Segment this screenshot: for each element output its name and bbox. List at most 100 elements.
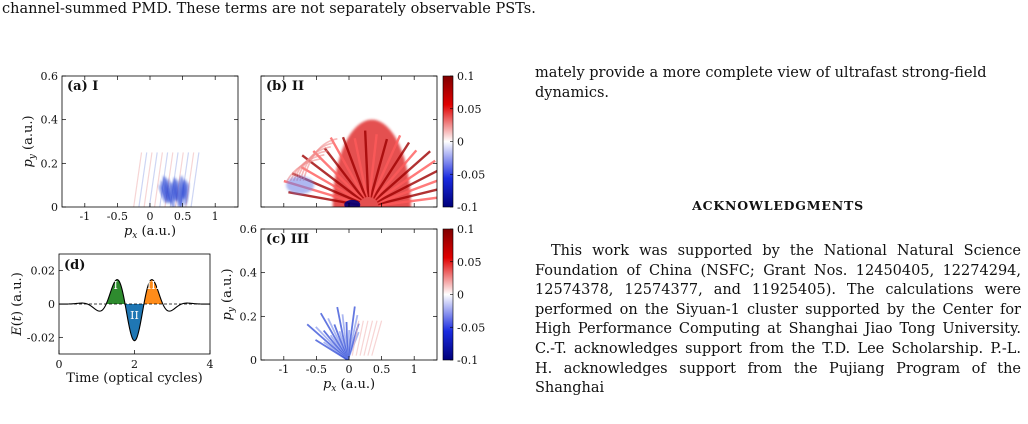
fringe-c-red [351,320,360,356]
lobe-a [179,175,184,207]
colorbar-tick-label: -0.1 [457,354,478,367]
fringe-c-red [371,320,383,356]
y-tick-label: 0.4 [41,114,59,127]
fringe-c-red [359,320,369,356]
x-tick-label: 4 [207,358,214,371]
x-tick-label: 2 [131,358,138,371]
x-tick-label: -1 [278,363,289,376]
fringe-c-red [363,320,374,356]
dark-spot-b [344,199,361,207]
y-axis-label: py (a.u.) [21,115,38,167]
y-axis-label: E(t) (a.u.) [10,272,25,337]
lobe-a [160,180,170,204]
y-axis-unit: (a.u.) [21,115,36,154]
panel-a-heatmap [133,152,200,207]
fringe-a [138,152,148,207]
colorbar-tick-label: -0.05 [457,168,485,181]
panel-c-heatmap [306,306,383,360]
fringe-b [374,150,431,201]
region-III-label: III [147,279,160,292]
region-I [106,279,126,304]
lobe-a [167,178,175,207]
y-axis-sub: y [28,153,38,160]
y-tick-label: 0 [48,298,55,311]
colorbar-tick-label: 0 [457,289,464,302]
panel-d-label: (d) [64,258,85,273]
x-axis-sub: x [331,384,336,394]
fringe-c-red [355,320,364,356]
x-axis-var: p [323,377,332,392]
y-axis-paren: ( [10,321,25,326]
arc-b [299,142,335,182]
fringe-b [312,150,363,201]
efield-curve [59,279,210,342]
right-column: mately provide a more complete view of u… [535,64,1021,103]
panel-b-heatmap [283,119,437,207]
x-tick-label: 0 [346,363,353,376]
x-tick-label: 1 [212,210,219,223]
y-axis-sub: y [227,306,237,313]
blue-spot-b [286,176,315,195]
fringe-b [369,138,389,198]
fringe-b [375,159,436,202]
fringe-c [315,339,349,360]
y-tick-label: 0.6 [240,223,258,236]
x-tick-label: 0.5 [373,363,391,376]
x-axis-unit: (a.u.) [336,377,375,392]
acknowledgments-heading: ACKNOWLEDGMENTS [692,198,864,213]
continuation-paragraph: mately provide a more complete view of u… [535,65,987,101]
x-tick-label: -0.5 [306,363,327,376]
colorbar-tick-label: 0.1 [457,70,475,83]
x-tick-label: 1 [411,363,418,376]
y-tick-label: -0.02 [27,331,55,344]
fringe-b [370,134,402,199]
colorbar-tick-label: 0 [457,136,464,149]
x-axis-label: Time (optical cycles) [66,371,202,386]
x-tick-label: 0 [147,210,154,223]
y-tick-label: 0.2 [240,310,258,323]
region-I-label: I [113,279,117,292]
caption-tail: channel-summed PMD. These terms are not … [2,1,536,17]
figure-axes: -1 -0.5 0 0.5 100.20.40.6(a) Ipy (a.u.)px (a… [10,70,485,394]
y-tick-label: 0 [250,354,257,367]
y-axis-t: t [10,315,25,321]
fringe-b [353,138,369,198]
fringe-b [373,149,418,200]
region-III [143,279,163,304]
region-II [125,304,144,341]
fringe-b [301,154,362,202]
colorbar-tick-label: 0.05 [457,256,482,269]
fringe-b [368,134,378,198]
y-tick-label: 0.2 [41,157,59,170]
x-tick-label: -0.5 [107,210,128,223]
x-tick-label: 0 [56,358,63,371]
panel-c-label: (c) III [266,232,309,247]
x-axis-unit: (a.u.) [137,224,176,239]
colorbar-tick-label: 0.1 [457,223,475,236]
fringe-a [190,152,200,207]
fringe-a [143,152,153,207]
fringe-b [377,179,437,205]
y-axis-var: p [21,159,36,168]
y-tick-label: 0.4 [240,267,258,280]
fringe-a [133,152,143,207]
y-axis-unit: (a.u.) [220,268,235,307]
y-axis-label: py (a.u.) [220,268,237,320]
lobe-a [183,181,190,206]
y-axis-unit: ) (a.u.) [10,272,25,316]
colorbar-tick-label: -0.1 [457,201,478,214]
x-tick-label: -1 [79,210,90,223]
fringe-b [376,169,437,203]
y-tick-label: 0.02 [31,265,56,278]
y-axis-var: p [220,312,235,321]
panel-a-frame [61,75,239,208]
x-axis-var: p [124,224,133,239]
fringe-b [323,147,365,200]
fringe-c-red [367,320,378,356]
x-axis-label: px (a.u.) [323,377,375,394]
y-tick-label: 0.6 [41,70,59,83]
y-axis-var: E [10,326,25,337]
